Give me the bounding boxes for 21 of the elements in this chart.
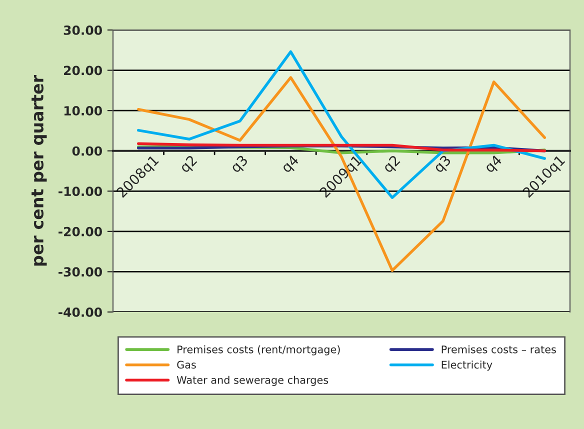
legend-label: Premises costs – rates bbox=[442, 345, 556, 354]
y-tick-label: -40.00 bbox=[58, 307, 102, 317]
y-axis-title: per cent per quarter bbox=[32, 75, 47, 266]
y-tick-label: -20.00 bbox=[58, 226, 102, 236]
y-tick-label: 10.00 bbox=[64, 106, 102, 116]
x-tick-label: q3 bbox=[230, 154, 250, 176]
y-tick-label: -30.00 bbox=[58, 267, 102, 277]
y-tick-label: -10.00 bbox=[58, 186, 102, 196]
x-tick-label: q3 bbox=[432, 154, 454, 176]
y-tick-label: 30.00 bbox=[64, 25, 102, 35]
y-tick-label: 0.00 bbox=[72, 146, 102, 156]
x-tick-label: q4 bbox=[280, 154, 302, 176]
x-tick-label: q2 bbox=[382, 154, 402, 176]
legend-label: Water and sewerage charges bbox=[176, 376, 328, 386]
legend-label: Gas bbox=[177, 360, 196, 369]
legend-label: Premises costs (rent/mortgage) bbox=[178, 345, 340, 356]
line-series bbox=[137, 142, 546, 152]
legend-label: Electricity bbox=[442, 360, 492, 371]
x-tick-label: q2 bbox=[178, 154, 200, 176]
y-tick-label: 20.00 bbox=[64, 66, 102, 76]
x-tick-label: q4 bbox=[484, 154, 504, 176]
